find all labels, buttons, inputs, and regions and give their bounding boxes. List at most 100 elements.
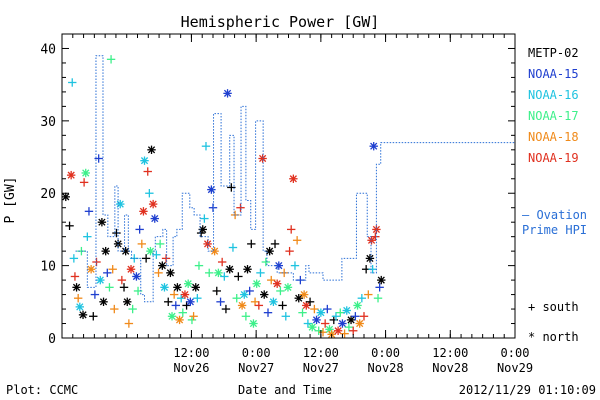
point-stroke: [343, 306, 351, 315]
data-point-north: [186, 297, 195, 307]
point-stroke: [377, 276, 385, 284]
data-point-south: [155, 239, 165, 249]
data-point-north: [294, 293, 303, 303]
data-point-north: [121, 246, 130, 256]
data-point-south: [292, 236, 302, 245]
data-point-north: [377, 275, 386, 285]
data-point-south: [364, 290, 373, 299]
data-point-north: [365, 254, 375, 263]
data-point-north: [75, 302, 84, 312]
data-point-south: [200, 214, 209, 223]
data-point-south: [189, 312, 198, 321]
data-point-north: [167, 312, 177, 321]
data-point-north: [299, 290, 309, 299]
data-point-south: [77, 246, 86, 256]
data-point-north: [123, 297, 132, 307]
data-point-south: [285, 246, 294, 256]
point-stroke: [338, 319, 347, 328]
data-point-south: [278, 301, 287, 310]
point-stroke: [325, 325, 334, 333]
data-point-north: [150, 214, 159, 223]
point-stroke: [122, 247, 130, 255]
data-point-north: [132, 272, 141, 281]
data-point-south: [234, 272, 243, 281]
data-point-south: [205, 268, 214, 278]
data-point-south: [110, 304, 119, 314]
data-point-north: [158, 261, 167, 270]
point-stroke: [147, 146, 156, 154]
data-point-north: [308, 322, 317, 332]
data-point-south: [171, 301, 180, 310]
data-point-south: [124, 319, 134, 328]
data-point-north: [81, 168, 90, 178]
point-stroke: [99, 298, 108, 306]
point-stroke: [98, 218, 106, 226]
data-point-south: [323, 304, 332, 314]
data-point-south: [357, 293, 367, 303]
data-point-north: [113, 239, 123, 249]
data-point-south: [117, 275, 127, 285]
point-stroke: [211, 247, 219, 255]
legend-symbol-south: + south: [528, 300, 579, 314]
data-point-south: [112, 228, 121, 238]
point-stroke: [82, 169, 90, 177]
data-point-north: [175, 315, 184, 325]
point-stroke: [347, 316, 355, 324]
data-point-north: [183, 279, 193, 288]
x-tick-date-label: Nov26: [173, 361, 209, 375]
point-stroke: [146, 247, 155, 255]
data-point-south: [84, 207, 94, 216]
data-point-north: [272, 279, 282, 288]
data-point-south: [228, 243, 238, 252]
data-point-south: [106, 55, 116, 64]
legend: METP-02 NOAA-15 NOAA-16 NOAA-17 NOAA-18 NOAA-…: [522, 46, 587, 344]
point-stroke: [76, 303, 84, 311]
point-stroke: [72, 283, 81, 291]
data-point-north: [312, 315, 321, 325]
data-point-south: [94, 154, 103, 163]
data-point-south: [193, 293, 202, 303]
point-stroke: [214, 269, 223, 277]
point-stroke: [62, 193, 70, 201]
data-point-north: [166, 268, 175, 278]
data-point-north: [274, 261, 283, 270]
y-tick-label: 40: [40, 42, 56, 57]
point-stroke: [266, 247, 274, 255]
data-point-south: [305, 297, 315, 307]
data-point-south: [103, 268, 112, 278]
data-point-south: [154, 268, 163, 278]
data-point-south: [340, 329, 349, 338]
axis-ticks: 01020304012:00Nov260:00Nov2712:00Nov270:…: [40, 33, 533, 375]
point-stroke: [273, 280, 281, 288]
x-tick-date-label: Nov28: [368, 361, 404, 375]
point-stroke: [367, 236, 376, 244]
data-point-south: [320, 319, 330, 328]
data-point-north: [191, 283, 200, 292]
point-stroke: [223, 89, 232, 97]
data-point-south: [359, 312, 369, 321]
data-point-south: [349, 326, 358, 335]
data-point-south: [227, 183, 236, 192]
x-tick-time-label: 0:00: [371, 346, 400, 360]
data-point-south: [187, 315, 197, 325]
data-point-north: [338, 319, 347, 328]
data-point-south: [232, 293, 241, 303]
point-stroke: [240, 290, 248, 299]
data-point-south: [92, 257, 101, 267]
point-stroke: [114, 240, 122, 248]
data-point-south: [161, 254, 171, 263]
data-point-north: [302, 301, 311, 310]
data-point-north: [237, 301, 247, 310]
data-point-south: [368, 265, 377, 274]
point-stroke: [275, 262, 283, 270]
point-stroke: [192, 283, 200, 291]
point-stroke: [249, 319, 258, 328]
data-point-north: [86, 265, 96, 274]
y-tick-label: 30: [40, 115, 56, 130]
data-point-south: [89, 312, 98, 321]
data-point-south: [256, 268, 265, 278]
point-stroke: [199, 225, 207, 234]
point-stroke: [160, 283, 169, 291]
data-point-south: [336, 308, 345, 317]
data-point-north: [101, 246, 110, 256]
